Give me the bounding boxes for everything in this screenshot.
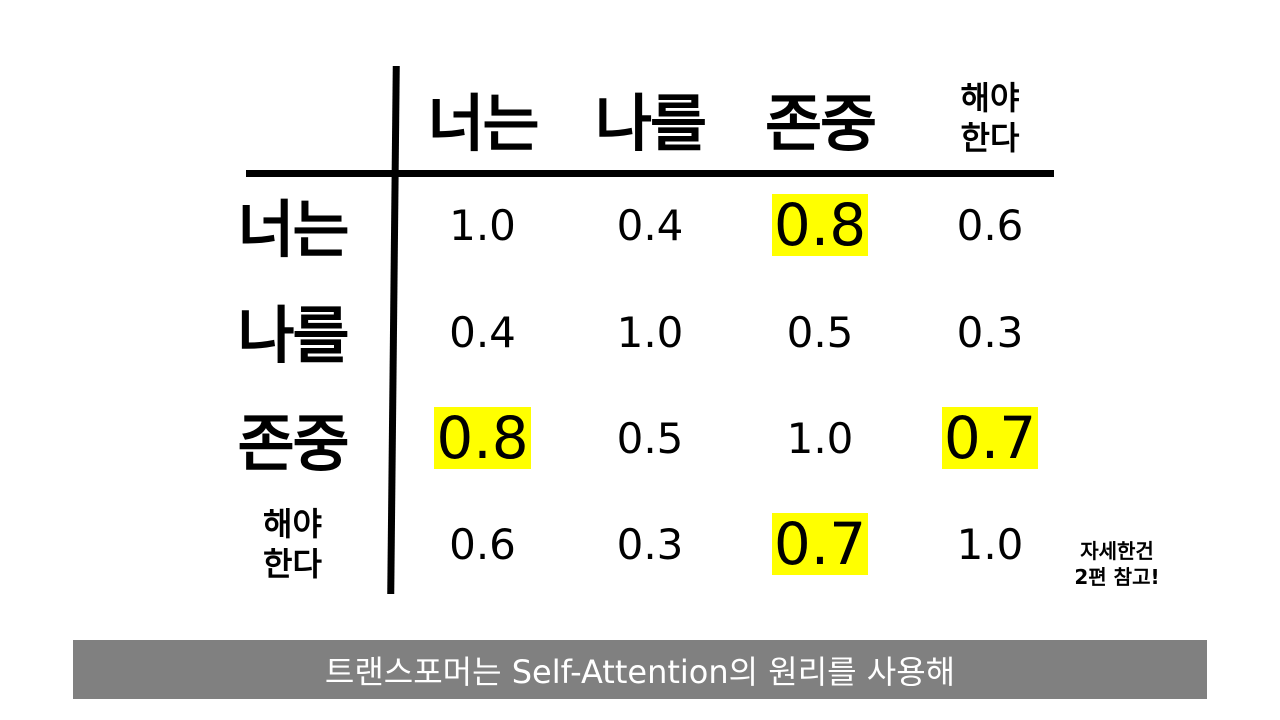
cell-value: 1.0: [449, 200, 516, 250]
matrix-cell-r4-c4: 1.0: [905, 499, 1075, 589]
matrix-cell-r2-c3: 0.5: [735, 287, 905, 377]
cell-value: 0.5: [786, 307, 854, 357]
cell-value: 0.4: [616, 200, 684, 250]
matrix-cell-r1-c4: 0.6: [905, 180, 1075, 270]
col-header-4: 해야 한다: [960, 79, 1020, 157]
matrix-cell-r1-c1: 1.0: [400, 180, 565, 270]
col-header-1: 너는: [427, 87, 539, 160]
matrix-cell-r2-c1: 0.4: [400, 287, 565, 377]
matrix-cell-r4-c1: 0.6: [400, 499, 565, 589]
matrix-cell-r4-c3: 0.7: [735, 499, 905, 589]
cell-value: 0.3: [616, 519, 684, 569]
matrix-cell-r2-c4: 0.3: [905, 287, 1075, 377]
row-header-1: 너는: [237, 193, 349, 266]
cell-value: 0.4: [449, 307, 516, 357]
cell-value: 1.0: [616, 307, 684, 357]
matrix-cell-r3-c1: 0.8: [400, 393, 565, 483]
matrix-horizontal-divider: [246, 170, 1054, 177]
cell-value: 0.3: [956, 307, 1024, 357]
highlighted-value: 0.8: [771, 191, 869, 259]
matrix-cell-r2-c2: 1.0: [565, 287, 735, 377]
highlighted-value: 0.7: [941, 404, 1039, 472]
col-header-3: 존중: [764, 87, 877, 160]
cell-value: 0.5: [616, 413, 684, 463]
row-header-2: 나를: [237, 299, 349, 372]
matrix-cell-r3-c2: 0.5: [565, 393, 735, 483]
row-header-3: 존중: [237, 407, 349, 480]
cell-value: 0.6: [449, 519, 516, 569]
highlighted-value: 0.7: [771, 510, 869, 578]
col-header-2: 나를: [594, 87, 707, 160]
caption-bar: 트랜스포머는 Self-Attention의 원리를 사용해: [73, 640, 1207, 699]
matrix-cell-r1-c2: 0.4: [565, 180, 735, 270]
caption-text: 트랜스포머는 Self-Attention의 원리를 사용해: [324, 652, 956, 691]
highlighted-value: 0.8: [434, 404, 531, 472]
matrix-cell-r3-c4: 0.7: [905, 393, 1075, 483]
cell-value: 1.0: [956, 519, 1024, 569]
reference-note: 자세한건 2편 참고!: [1074, 539, 1160, 589]
matrix-cell-r3-c3: 1.0: [735, 393, 905, 483]
matrix-cell-r4-c2: 0.3: [565, 499, 735, 589]
row-header-4: 해야 한다: [263, 505, 322, 583]
matrix-cell-r1-c3: 0.8: [735, 180, 905, 270]
cell-value: 0.6: [956, 200, 1024, 250]
cell-value: 1.0: [786, 413, 854, 463]
matrix-vertical-divider: [387, 66, 400, 594]
